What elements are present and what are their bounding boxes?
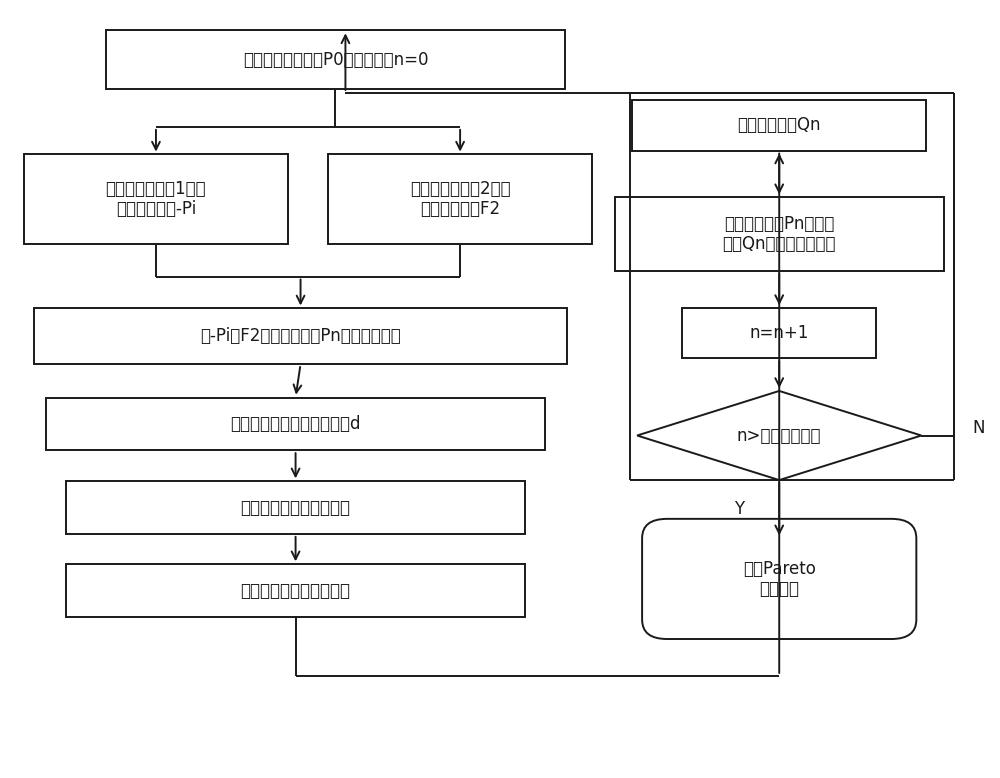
- Text: 以增广目标函数1为目
标函数，计算-Pi: 以增广目标函数1为目 标函数，计算-Pi: [106, 180, 206, 219]
- Text: 联合亲代种群Pn和子代
种群Qn产生新一代种群: 联合亲代种群Pn和子代 种群Qn产生新一代种群: [722, 215, 836, 254]
- FancyBboxPatch shape: [632, 100, 926, 151]
- FancyBboxPatch shape: [682, 308, 876, 359]
- FancyBboxPatch shape: [328, 155, 592, 244]
- Text: N: N: [972, 419, 985, 436]
- FancyBboxPatch shape: [34, 308, 567, 364]
- FancyBboxPatch shape: [66, 564, 525, 617]
- FancyBboxPatch shape: [642, 519, 916, 639]
- Text: n=n+1: n=n+1: [750, 324, 809, 342]
- Text: n>最大迭代次数: n>最大迭代次数: [737, 426, 821, 444]
- Text: 随机产生初始种群P0，进化代数n=0: 随机产生初始种群P0，进化代数n=0: [243, 51, 428, 68]
- Text: 得到Pareto
最优解集: 得到Pareto 最优解集: [743, 559, 816, 598]
- Text: 拥挤联赛选择，交叉操作: 拥挤联赛选择，交叉操作: [241, 499, 351, 517]
- Text: 以增广目标函数2为目
标函数，计算F2: 以增广目标函数2为目 标函数，计算F2: [410, 180, 510, 219]
- FancyBboxPatch shape: [46, 398, 545, 450]
- FancyBboxPatch shape: [66, 482, 525, 534]
- FancyBboxPatch shape: [615, 197, 944, 271]
- Text: 计算每一层个体的拥挤距离d: 计算每一层个体的拥挤距离d: [230, 415, 361, 433]
- Polygon shape: [637, 391, 921, 480]
- FancyBboxPatch shape: [24, 155, 288, 244]
- Text: 以-Pi和F2值为依据，对Pn进行非劣分层: 以-Pi和F2值为依据，对Pn进行非劣分层: [200, 328, 401, 345]
- FancyBboxPatch shape: [106, 30, 565, 89]
- Text: Y: Y: [734, 500, 744, 518]
- Text: 产生子代种群Qn: 产生子代种群Qn: [737, 117, 821, 135]
- Text: 拥挤联赛选择，变异操作: 拥挤联赛选择，变异操作: [241, 582, 351, 600]
